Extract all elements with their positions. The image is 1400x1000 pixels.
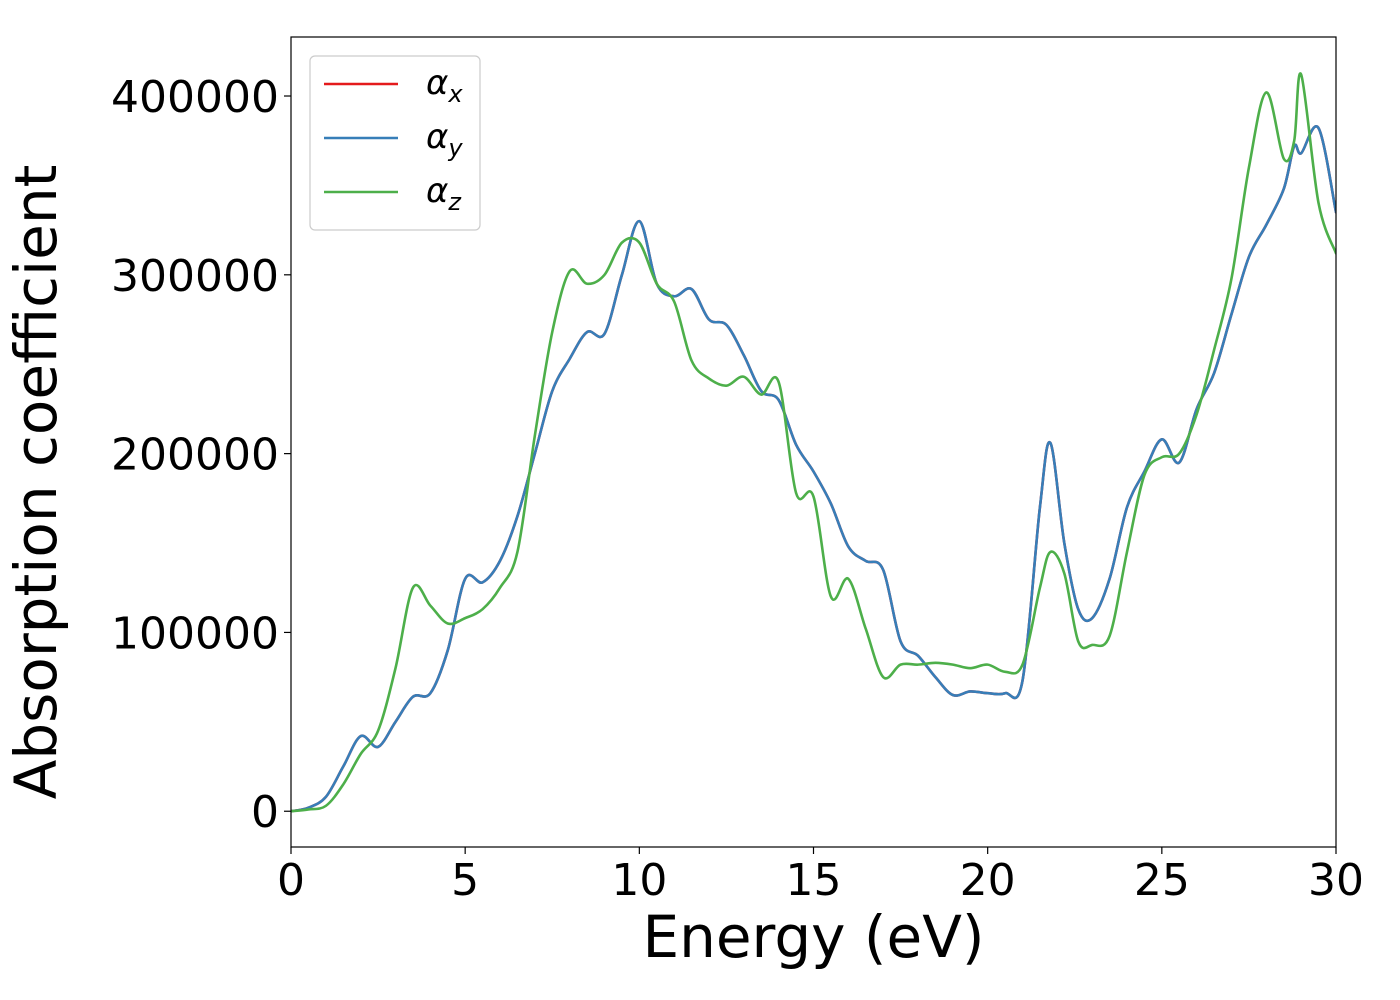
x-tick-label: 20 — [960, 855, 1016, 906]
x-tick-label: 0 — [277, 855, 305, 906]
plot-frame — [290, 36, 1337, 848]
x-tick-label: 10 — [611, 855, 667, 906]
x-tick-label: 30 — [1308, 855, 1364, 906]
legend-label-y: αy — [426, 117, 463, 162]
ticks-layer: 0 5 10 15 20 25 30 0 100000 200000 300000 400000 — [111, 72, 1364, 906]
legend: αx αy αz — [309, 55, 481, 231]
series-line-y — [291, 125, 1336, 813]
y-tick-label: 300000 — [111, 251, 279, 302]
legend-label-x: αx — [426, 63, 463, 108]
y-tick-label: 200000 — [111, 430, 279, 481]
y-tick-label: 400000 — [111, 72, 279, 123]
x-tick-label: 5 — [451, 855, 479, 906]
y-axis-title: Absorption coefficient — [2, 165, 70, 800]
y-tick-label: 0 — [251, 787, 279, 838]
series-layer — [291, 72, 1336, 813]
x-tick-label: 15 — [786, 855, 842, 906]
x-axis-title: Energy (eV) — [642, 903, 984, 971]
legend-label-z: αz — [426, 171, 462, 216]
y-tick-label: 100000 — [111, 608, 279, 659]
legend-box — [309, 55, 481, 231]
series-line-z — [291, 72, 1336, 813]
x-tick-label: 25 — [1134, 855, 1190, 906]
